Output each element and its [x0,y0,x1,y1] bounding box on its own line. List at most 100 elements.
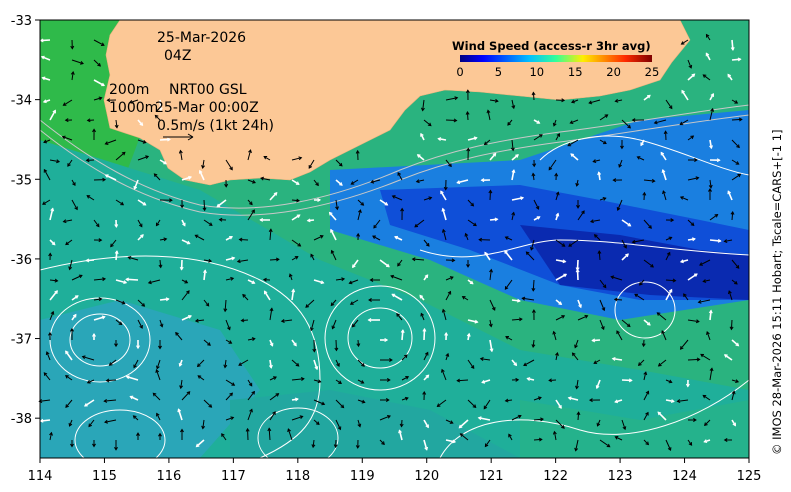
current-vector [665,236,672,241]
current-vector [599,319,605,330]
current-vector-head [336,363,340,367]
current-vector [533,438,542,441]
current-vector-head [536,120,541,124]
current-vector [511,212,515,221]
current-vector-head [132,415,137,419]
current-vector-head [735,379,740,384]
current-vector-head [360,202,365,206]
current-vector-head [229,166,233,171]
current-vector [615,99,623,102]
current-vector [126,278,139,281]
current-vector [596,379,601,389]
current-vector [423,439,428,451]
current-vector [269,258,279,261]
current-vector-head [39,418,44,423]
current-vector-head [296,214,301,218]
current-vector-head [108,362,113,366]
current-vector [414,219,425,228]
current-vector-head [202,207,207,212]
current-vector-head [465,89,470,94]
current-vector-head [596,422,601,427]
current-vector-head [188,315,192,319]
current-vector [445,439,456,443]
current-vector-head [477,416,482,421]
current-vector-head [688,64,693,69]
current-vector-head [121,151,126,156]
current-vector [643,439,649,445]
current-vector-head [294,256,299,260]
current-vector [49,432,52,441]
current-vector [621,239,627,249]
current-vector [555,133,560,141]
current-vector [511,359,518,366]
current-vector-head [136,345,140,350]
current-vector-head [437,137,442,141]
current-vector [526,251,535,261]
current-vector [291,256,299,261]
current-vector-head [709,145,713,150]
current-vector-head [730,210,735,215]
current-vector-head [695,319,700,324]
current-vector [203,270,207,281]
current-vector [687,238,696,241]
current-vector-head [507,121,511,126]
current-vector [654,119,667,124]
current-vector-head [484,443,489,448]
current-vector-head [295,362,300,367]
current-vector [238,359,249,366]
current-vector-head [511,105,516,110]
current-vector-head [681,89,685,94]
current-vector [511,415,522,421]
current-vector-head [699,262,703,266]
current-vector-head [98,238,103,243]
current-vector-head [668,288,673,293]
current-vector-head [714,214,719,218]
current-vector-head [42,201,46,205]
current-vector-head [520,196,525,201]
current-vector-head [251,390,255,395]
current-vector [709,239,721,242]
current-vector-head [397,171,401,176]
current-vector-head [648,225,652,229]
current-vector [291,339,297,347]
current-vector [308,159,315,169]
colorbar-tick-label: 20 [606,65,621,79]
current-vector-head [515,154,519,158]
current-vector-head [639,281,643,286]
current-vector [332,319,337,329]
current-vector-head [238,237,243,242]
current-vector-head [123,280,128,285]
current-vector-head [531,172,536,177]
current-vector-head [492,152,497,157]
current-vector-head [679,121,684,126]
current-vector-head [98,297,103,302]
current-vector-head [310,253,314,258]
current-vector [665,289,673,301]
current-vector-head [517,414,522,419]
current-vector [335,199,338,210]
current-vector [577,210,585,221]
current-vector [423,119,432,126]
current-vector [731,259,740,269]
current-vector-head [470,202,475,207]
current-vector-head [70,443,74,448]
current-vector-head [381,441,385,446]
current-vector-head [300,377,305,381]
current-vector-head [709,367,714,372]
current-vector [638,359,645,366]
current-vector [724,354,733,361]
current-vector-head [357,423,362,428]
current-vector-head [197,375,202,379]
current-vector-head [51,241,56,246]
current-vector [484,251,491,261]
current-vector-head [510,147,515,152]
current-vector-head [576,205,580,209]
current-vector-head [249,201,253,206]
current-vector-head [400,207,405,212]
current-vector [42,76,51,81]
current-vector [86,195,95,201]
current-vector-head [441,308,446,313]
current-vector [49,279,58,282]
current-vector-head [456,180,461,185]
current-vector [289,274,293,281]
